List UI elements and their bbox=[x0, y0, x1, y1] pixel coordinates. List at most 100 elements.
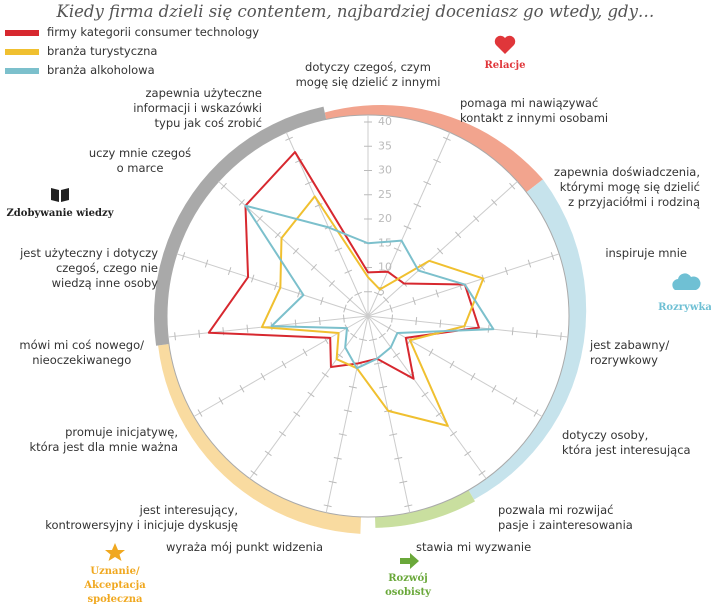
tick-mark bbox=[449, 360, 455, 369]
tick-mark bbox=[527, 259, 532, 268]
category-label: pomaga mi nawiązywać kontakt z innymi os… bbox=[460, 96, 609, 125]
spoke bbox=[249, 315, 369, 479]
category-label: jest zabawny/ rozrywkowy bbox=[590, 338, 670, 367]
chart-title: Kiedy firma dzieli się contentem, najbar… bbox=[56, 2, 655, 21]
category-label: dotyczy czegoś, czym mogę się dzielić z … bbox=[295, 60, 441, 89]
r-tick-label: 25 bbox=[378, 188, 392, 201]
category-label: uczy mnie czegoś o marce bbox=[88, 146, 192, 175]
tick-mark bbox=[343, 409, 352, 413]
category-label: pozwala mi rozwijać pasje i zainteresowa… bbox=[498, 503, 633, 532]
category-label: promuje inicjatywę, która jest dla mnie … bbox=[29, 425, 178, 454]
spoke bbox=[367, 315, 487, 479]
tick-mark bbox=[238, 199, 245, 206]
tick-mark bbox=[310, 264, 317, 271]
tick-mark bbox=[415, 317, 418, 326]
tick-mark bbox=[344, 269, 353, 274]
r-tick-label: 20 bbox=[378, 212, 392, 225]
tick-mark bbox=[374, 291, 382, 296]
tick-mark bbox=[281, 360, 287, 369]
tick-mark bbox=[346, 296, 354, 304]
tick-mark bbox=[437, 247, 444, 255]
tick-mark bbox=[348, 385, 357, 389]
series-polygon bbox=[207, 151, 480, 380]
legend-label: firmy kategorii consumer technology bbox=[47, 25, 260, 39]
tick-mark bbox=[399, 480, 408, 484]
tick-mark bbox=[421, 391, 429, 398]
tick-mark bbox=[328, 480, 337, 484]
tick-mark bbox=[439, 319, 442, 328]
r-tick-label: 35 bbox=[378, 139, 392, 152]
spoke bbox=[367, 181, 518, 317]
spoke bbox=[218, 181, 369, 317]
tick-mark bbox=[509, 182, 516, 190]
category-label: jest użyteczny i dotyczy czegoś, czego n… bbox=[20, 246, 158, 290]
star-icon bbox=[105, 543, 125, 561]
tick-mark bbox=[412, 297, 416, 305]
tick-mark bbox=[389, 433, 398, 436]
r-tick-label: 10 bbox=[378, 261, 392, 274]
group-label: Relacje bbox=[484, 60, 526, 71]
tick-mark bbox=[392, 352, 401, 358]
tick-mark bbox=[504, 267, 509, 275]
tick-mark bbox=[455, 231, 462, 239]
tick-mark bbox=[473, 215, 480, 222]
tick-mark bbox=[295, 158, 303, 164]
spoke bbox=[176, 253, 369, 317]
tick-mark bbox=[333, 456, 342, 460]
spoke bbox=[325, 315, 369, 513]
tick-mark bbox=[550, 252, 555, 261]
tick-mark bbox=[292, 247, 299, 255]
tick-mark bbox=[393, 247, 402, 252]
tick-mark bbox=[181, 252, 186, 261]
tick-mark bbox=[250, 274, 255, 283]
tick-mark bbox=[470, 372, 476, 381]
tick-mark bbox=[342, 314, 345, 323]
legend-label: branża alkoholowa bbox=[47, 63, 155, 77]
tick-mark bbox=[285, 136, 293, 141]
tick-mark bbox=[320, 297, 324, 305]
tick-mark bbox=[512, 397, 518, 405]
category-label: dotyczy osoby, która jest interesująca bbox=[562, 428, 691, 457]
category-label: mówi mi coś nowego/ nieoczekiwanego bbox=[19, 338, 144, 367]
category-label: inspiruje mnie bbox=[605, 246, 687, 260]
tick-mark bbox=[374, 362, 383, 365]
spoke bbox=[168, 315, 369, 338]
cloud-icon bbox=[672, 273, 701, 290]
tick-mark bbox=[198, 329, 201, 338]
tick-mark bbox=[478, 470, 486, 476]
tick-mark bbox=[389, 304, 393, 313]
arrow-icon bbox=[400, 553, 419, 569]
tick-mark bbox=[302, 348, 308, 357]
r-tick-label: 30 bbox=[378, 164, 392, 177]
heart-icon bbox=[494, 35, 516, 54]
tick-mark bbox=[260, 372, 266, 381]
group-label: Zdobywanie wiedzy bbox=[6, 208, 114, 219]
tick-mark bbox=[197, 409, 203, 417]
tick-mark bbox=[449, 430, 458, 437]
tick-mark bbox=[204, 259, 209, 268]
tick-mark bbox=[378, 332, 386, 339]
tick-mark bbox=[358, 338, 367, 342]
category-label: zapewnia użyteczne informacji i wskazówk… bbox=[133, 86, 262, 130]
tick-mark bbox=[350, 332, 358, 339]
tick-mark bbox=[413, 203, 422, 208]
book-icon bbox=[51, 188, 69, 202]
tick-mark bbox=[321, 372, 329, 378]
spoke bbox=[285, 132, 369, 317]
tick-mark bbox=[323, 504, 332, 508]
tick-mark bbox=[464, 450, 472, 457]
legend-swatch bbox=[5, 30, 39, 36]
group-label: Rozrywka bbox=[658, 302, 711, 313]
tick-mark bbox=[218, 397, 224, 405]
legend-swatch bbox=[5, 49, 39, 55]
tick-mark bbox=[239, 385, 245, 393]
spoke bbox=[367, 132, 451, 317]
tick-mark bbox=[379, 385, 388, 389]
category-band bbox=[158, 343, 361, 534]
tick-mark bbox=[293, 411, 301, 417]
tick-mark bbox=[386, 324, 392, 332]
tick-mark bbox=[369, 338, 378, 342]
category-label: jest interesujący, kontrowersyjny i inic… bbox=[45, 503, 238, 532]
tick-mark bbox=[227, 267, 232, 275]
group-label: Uznanie/ Akceptacja społeczna bbox=[84, 566, 146, 605]
